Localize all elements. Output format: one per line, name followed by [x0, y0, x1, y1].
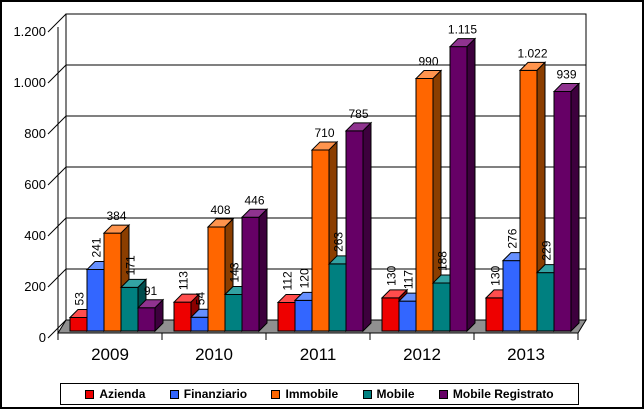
bar-value-label-immobile-2011: 710	[314, 126, 334, 140]
bar-value-label-mobile-registrato-2012: 1.115	[448, 23, 477, 37]
bar-value-label-mobile-registrato-2013: 939	[556, 68, 576, 82]
bar-value-label-mobile-2010: 143	[228, 262, 242, 282]
bar-side-mobile-registrato-2011	[362, 121, 372, 333]
x-axis-category-label: 2010	[195, 345, 233, 364]
bar-value-label-mobile-registrato-2010: 446	[244, 193, 264, 207]
bar-immobile-2011	[311, 149, 330, 332]
legend-item-mobile-registrato: Mobile Registrato	[438, 387, 554, 401]
legend-label: Finanziario	[183, 387, 248, 401]
y-axis-label: 600	[24, 177, 46, 192]
y-axis-label: 200	[24, 279, 46, 294]
bar-value-label-immobile-2012: 990	[418, 55, 438, 69]
bar-mobile-registrato-2010	[241, 216, 260, 332]
bar-mobile-2009	[120, 286, 139, 332]
y-axis-label: 0	[39, 330, 46, 345]
bar-mobile-2013	[536, 272, 555, 332]
x-axis-category-label: 2009	[91, 345, 129, 364]
y-axis-label: 400	[24, 228, 46, 243]
legend-marker-mobile-registrato	[438, 389, 448, 399]
bar-value-label-azienda-2013: 130	[489, 266, 503, 286]
legend-item-finanziario: Finanziario	[169, 387, 248, 401]
bar-azienda-2013	[485, 297, 504, 332]
legend-marker-azienda	[85, 389, 95, 399]
bar-value-label-mobile-2013: 229	[540, 240, 554, 260]
bar-value-label-mobile-2009: 171	[124, 255, 138, 275]
legend: Azienda Finanziario Immobile Mobile Mobi…	[60, 383, 579, 405]
bar-immobile-2012	[415, 78, 434, 332]
bar-value-label-mobile-2012: 188	[436, 251, 450, 271]
x-axis-category-label: 2013	[507, 345, 545, 364]
y-axis-tick	[47, 166, 67, 186]
bar-value-label-mobile-registrato-2011: 785	[348, 107, 368, 121]
bar-side-mobile-registrato-2010	[258, 208, 268, 333]
bar-value-label-mobile-2011: 263	[332, 232, 346, 252]
bar-value-label-finanziario-2009: 241	[90, 237, 104, 257]
bar-mobile-2012	[432, 282, 451, 332]
bar-mobile-2010	[224, 294, 243, 332]
bar-mobile-registrato-2009	[137, 307, 156, 332]
bar-value-label-finanziario-2012: 117	[402, 270, 416, 289]
bar-chart-plot-area: 1.200 1.000 800 600 400 200 0 2009 2010 2011 2012 2…	[13, 13, 587, 364]
bar-value-label-finanziario-2010: 54	[194, 292, 208, 306]
legend-label: Mobile	[376, 387, 415, 401]
bar-value-label-azienda-2012: 130	[385, 266, 399, 286]
bar-value-label-azienda-2010: 113	[177, 271, 191, 290]
y-axis-label: 800	[24, 126, 46, 141]
bar-mobile-registrato-2011	[345, 130, 364, 332]
bar-azienda-2010	[173, 301, 192, 332]
bar-immobile-2009	[103, 232, 122, 332]
bar-azienda-2012	[381, 297, 400, 332]
x-axis-category-label: 2011	[300, 345, 337, 364]
legend-item-immobile: Immobile	[271, 387, 338, 401]
y-axis-tick	[47, 115, 67, 135]
bar-finanziario-2012	[398, 300, 417, 332]
legend-label: Azienda	[99, 387, 146, 401]
y-axis-tick	[47, 64, 67, 84]
bar-immobile-2013	[519, 69, 538, 332]
legend-item-azienda: Azienda	[85, 387, 145, 401]
bar-side-mobile-registrato-2013	[570, 82, 580, 333]
legend-marker-mobile	[362, 389, 372, 399]
bar-side-mobile-registrato-2012	[466, 37, 476, 333]
bar-value-label-mobile-registrato-2009: 91	[144, 284, 158, 298]
bar-azienda-2011	[277, 301, 296, 332]
y-axis-tick	[47, 268, 67, 288]
bar-value-label-finanziario-2013: 276	[506, 228, 520, 248]
legend-marker-immobile	[271, 389, 281, 399]
y-axis-tick	[47, 319, 67, 339]
bar-value-label-azienda-2009: 53	[73, 292, 87, 306]
bar-value-label-immobile-2010: 408	[210, 203, 230, 217]
bar-value-label-finanziario-2011: 120	[298, 268, 312, 288]
bar-side-mobile-registrato-2009	[154, 298, 164, 333]
bar-finanziario-2009	[86, 269, 105, 332]
y-axis-tick	[47, 217, 67, 237]
legend-label: Immobile	[285, 387, 339, 401]
legend-marker-finanziario	[169, 389, 179, 399]
legend-item-mobile: Mobile	[362, 387, 415, 401]
bar-value-label-immobile-2013: 1.022	[517, 46, 547, 60]
bar-mobile-registrato-2013	[553, 91, 572, 332]
bar-finanziario-2011	[294, 299, 313, 332]
legend-label: Mobile Registrato	[452, 387, 554, 401]
bar-mobile-2011	[328, 263, 347, 332]
bar-azienda-2009	[69, 316, 88, 332]
bar-finanziario-2010	[190, 316, 209, 332]
x-axis-category-label: 2012	[403, 345, 441, 364]
bar-immobile-2010	[207, 226, 226, 332]
bar-value-label-azienda-2011: 112	[281, 271, 295, 290]
bar-mobile-registrato-2012	[449, 46, 468, 332]
y-axis-label: 1.000	[13, 75, 46, 90]
bar-finanziario-2013	[502, 260, 521, 332]
bar-value-label-immobile-2009: 384	[106, 209, 126, 223]
y-axis-tick	[47, 13, 67, 33]
y-axis-label: 1.200	[13, 24, 46, 39]
